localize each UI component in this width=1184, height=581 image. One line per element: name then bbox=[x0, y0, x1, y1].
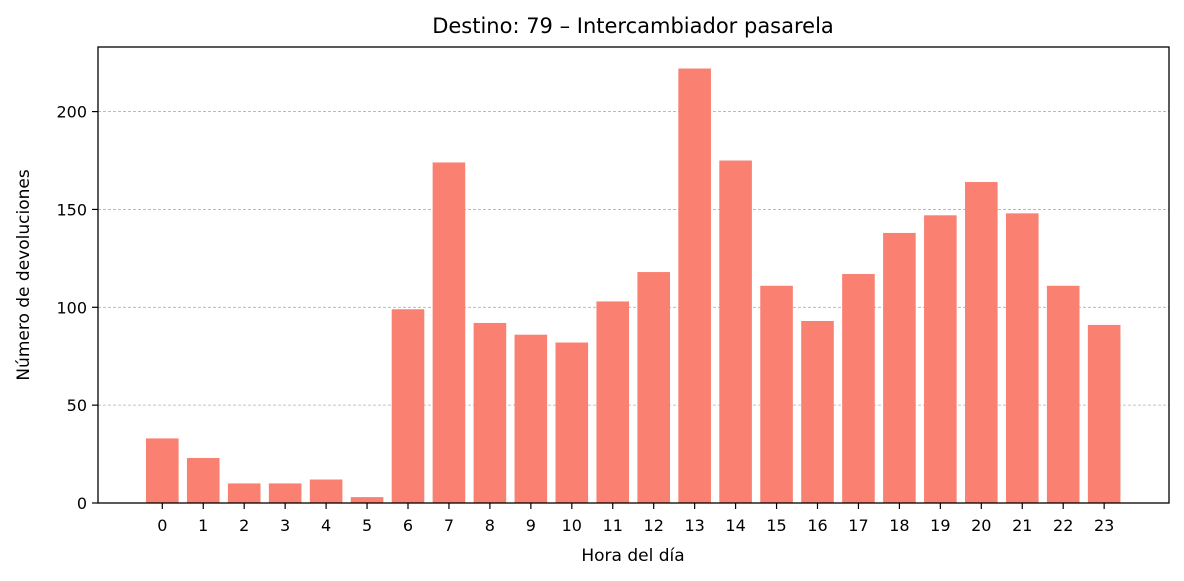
y-tick-label: 50 bbox=[67, 396, 87, 415]
bar-hour-12 bbox=[637, 272, 670, 503]
x-tick-label: 19 bbox=[930, 516, 950, 535]
x-tick-label: 18 bbox=[889, 516, 909, 535]
bar-hour-20 bbox=[965, 182, 998, 503]
bar-hour-8 bbox=[473, 322, 507, 503]
bar-hour-21 bbox=[1005, 213, 1039, 503]
x-tick-label: 21 bbox=[1012, 516, 1032, 535]
bar-hour-7 bbox=[432, 162, 466, 503]
y-axis-label: Número de devoluciones bbox=[14, 169, 34, 380]
bars-layer bbox=[146, 68, 1121, 504]
x-tick-label: 9 bbox=[526, 516, 536, 535]
bar-hour-13 bbox=[678, 68, 711, 504]
x-axis-label: Hora del día bbox=[581, 546, 684, 566]
x-tick-label: 7 bbox=[444, 516, 454, 535]
x-tick-label: 3 bbox=[280, 516, 290, 535]
bar-hour-0 bbox=[146, 438, 179, 503]
bar-hour-10 bbox=[555, 342, 589, 503]
x-tick-label: 4 bbox=[321, 516, 331, 535]
plot-frame bbox=[97, 46, 1170, 504]
bar-hour-2 bbox=[227, 483, 261, 503]
bar-hour-5 bbox=[350, 497, 384, 503]
x-tick-label: 22 bbox=[1053, 516, 1073, 535]
y-tick-label: 200 bbox=[56, 103, 87, 122]
y-tick-label: 100 bbox=[56, 298, 87, 317]
bar-hour-23 bbox=[1087, 324, 1121, 503]
bar-hour-3 bbox=[268, 483, 302, 503]
x-tick-label: 14 bbox=[725, 516, 745, 535]
chart-title: Destino: 79 – Intercambiador pasarela bbox=[432, 14, 834, 38]
bar-hour-15 bbox=[760, 285, 793, 503]
x-tick-label: 0 bbox=[157, 516, 167, 535]
x-tick-label: 5 bbox=[362, 516, 372, 535]
bar-hour-9 bbox=[514, 334, 548, 503]
y-tick-label: 150 bbox=[56, 200, 87, 219]
x-tick-label: 6 bbox=[403, 516, 413, 535]
x-axis: 0 1 2 3 4 5 6 7 8 9 10 11 12 13 14 15 16 17 18 19 20 21 22 23 bbox=[157, 503, 1114, 535]
bar-hour-4 bbox=[309, 479, 343, 503]
x-tick-label: 10 bbox=[562, 516, 582, 535]
bar-hour-18 bbox=[883, 232, 916, 504]
x-tick-label: 13 bbox=[684, 516, 704, 535]
bar-hour-11 bbox=[596, 301, 630, 503]
x-tick-label: 20 bbox=[971, 516, 991, 535]
x-tick-label: 23 bbox=[1094, 516, 1114, 535]
x-tick-label: 8 bbox=[485, 516, 495, 535]
bar-hour-19 bbox=[924, 215, 957, 503]
bar-hour-6 bbox=[391, 309, 425, 503]
x-tick-label: 11 bbox=[603, 516, 623, 535]
bar-hour-17 bbox=[842, 274, 875, 503]
bar-hour-14 bbox=[719, 160, 752, 503]
y-axis: 0 50 100 150 200 bbox=[56, 103, 98, 513]
bar-hour-16 bbox=[801, 320, 834, 503]
x-tick-label: 12 bbox=[644, 516, 664, 535]
x-tick-label: 16 bbox=[807, 516, 827, 535]
x-tick-label: 17 bbox=[848, 516, 868, 535]
y-tick-label: 0 bbox=[77, 494, 87, 513]
x-tick-label: 2 bbox=[239, 516, 249, 535]
bar-hour-1 bbox=[186, 457, 220, 503]
bar-hour-22 bbox=[1046, 285, 1080, 503]
x-tick-label: 15 bbox=[766, 516, 786, 535]
x-tick-label: 1 bbox=[198, 516, 208, 535]
